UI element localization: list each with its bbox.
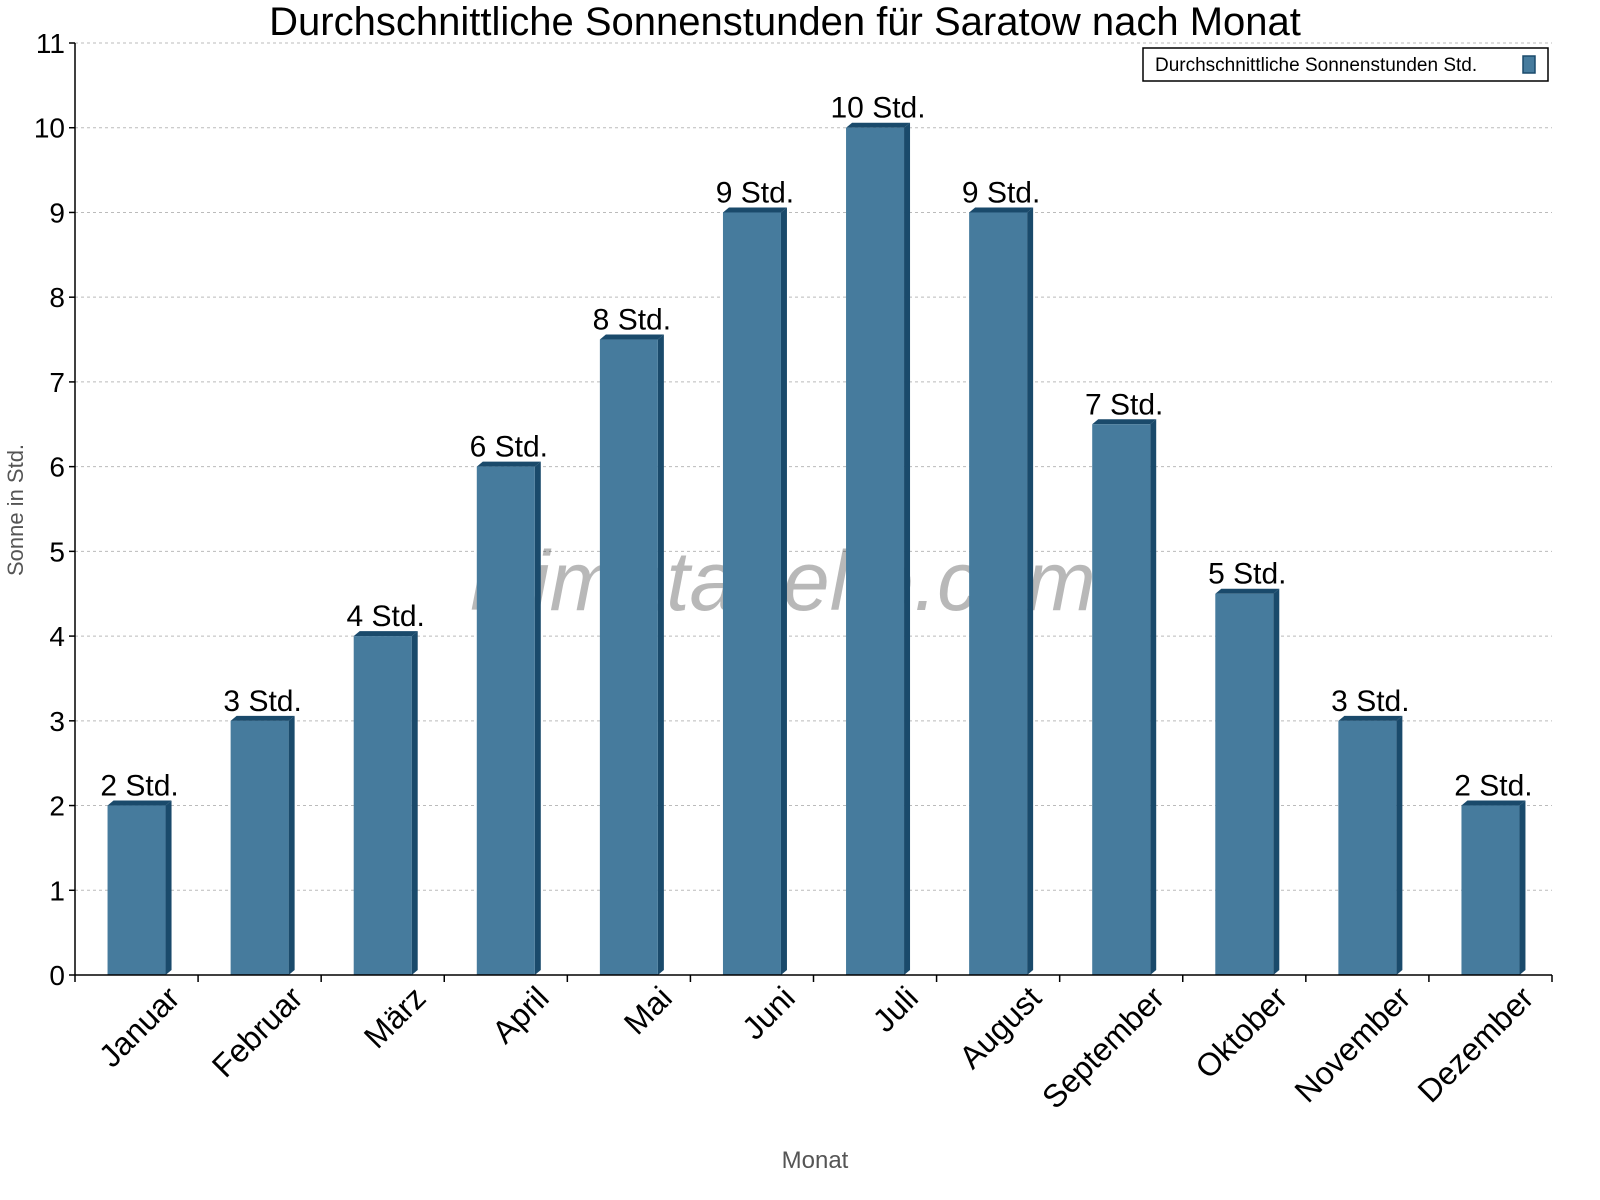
y-tick-label: 0 [49,960,65,991]
y-tick-label: 10 [34,113,65,144]
data-label: 6 Std. [470,431,548,464]
grid-lines [75,42,1552,891]
bar-side [288,715,295,975]
data-label: 9 Std. [716,176,794,209]
y-tick-label: 1 [49,875,65,906]
bar-top [1215,588,1280,594]
bar [969,212,1028,976]
x-tick-label: August [952,979,1048,1075]
bar-top [353,631,418,637]
bar-side [1273,588,1280,975]
y-tick-label: 8 [49,282,65,313]
x-tick-label: Januar [92,979,187,1074]
data-label: 7 Std. [1085,388,1163,421]
y-tick-label: 2 [49,791,65,822]
y-tick-label: 5 [49,536,65,567]
bar-top [1092,419,1157,425]
bar-top [599,334,664,340]
bars: 2 Std. 3 Std. 4 Std. 6 Std. 8 Std. 9 Std. 10 S… [100,92,1533,976]
legend-swatch [1522,55,1536,74]
bar-side [780,207,787,976]
x-tick-label: September [1035,979,1171,1115]
bar-side [1396,715,1403,975]
y-tick-label: 4 [49,621,65,652]
bar-top [722,207,787,213]
bar-side [165,800,172,975]
data-label: 2 Std. [100,770,178,803]
bar [353,636,412,975]
bar-top [1338,715,1403,721]
y-axis-title: Sonne in Std. [3,444,28,576]
y-tick-label: 7 [49,367,65,398]
bar-side [657,334,664,976]
bar [846,127,905,975]
bar [1338,720,1397,975]
x-tick-label: November [1287,979,1417,1109]
data-label: 9 Std. [962,176,1040,209]
bar-side [534,461,541,975]
y-tick-label: 6 [49,452,65,483]
bar-side [411,631,418,975]
bar-top [1461,800,1526,806]
x-tick-label: Dezember [1411,979,1541,1109]
x-tick-label: April [485,979,556,1050]
data-label: 8 Std. [593,304,671,337]
bar-side [904,122,911,975]
y-tick-label: 3 [49,706,65,737]
chart-title: Durchschnittliche Sonnenstunden für Sara… [269,0,1301,44]
data-label: 3 Std. [223,685,301,718]
legend: Durchschnittliche Sonnenstunden Std. [1142,47,1549,82]
x-tick-label: Mai [617,979,679,1041]
y-tick-label: 11 [36,28,65,59]
legend-label: Durchschnittliche Sonnenstunden Std. [1155,55,1477,76]
data-label: 5 Std. [1208,558,1286,591]
x-tick-label: Juli [866,979,925,1038]
x-tick-label: Februar [205,979,310,1084]
data-label: 4 Std. [347,600,425,633]
x-tick-label: Juni [735,979,802,1046]
bar-side [1519,800,1526,975]
data-label: 10 Std. [831,92,926,125]
bar [1215,593,1274,975]
x-tick-label: Oktober [1188,979,1294,1085]
bar-top [969,207,1034,213]
legend-box [1142,47,1549,82]
y-tick-label: 9 [49,197,65,228]
bar-side [1150,419,1157,976]
data-label: 2 Std. [1454,770,1532,803]
bar-top [107,800,172,806]
bar [1092,424,1151,976]
data-label: 3 Std. [1331,685,1409,718]
bar-top [846,122,911,128]
bar [230,720,289,975]
bar-top [230,715,295,721]
bar-side [1027,207,1034,976]
bar [476,466,535,975]
x-axis-title: Monat [782,1147,849,1174]
bar [722,212,781,976]
bar [599,339,658,976]
bar [1461,805,1520,975]
x-tick-label: März [357,979,433,1055]
bar-top [476,461,541,467]
bar [107,805,166,975]
